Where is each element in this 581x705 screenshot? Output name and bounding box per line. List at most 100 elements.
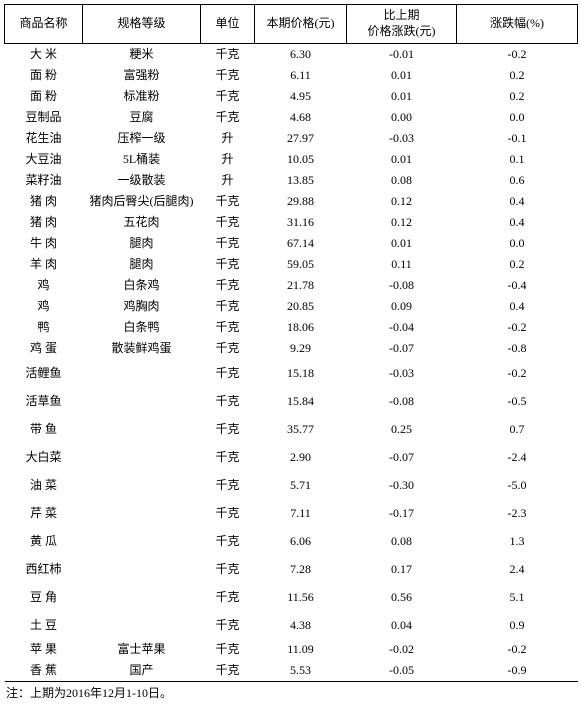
footnote: 注：上期为2016年12月1-10日。: [4, 682, 577, 701]
cell-name: 鸡: [5, 275, 83, 296]
cell-price: 9.29: [255, 338, 347, 359]
cell-spec: 五花肉: [83, 212, 201, 233]
cell-spec: [83, 555, 201, 583]
cell-price: 11.56: [255, 583, 347, 611]
cell-price: 20.85: [255, 296, 347, 317]
cell-unit: 千克: [201, 611, 255, 639]
cell-name: 土 豆: [5, 611, 83, 639]
cell-price: 15.84: [255, 387, 347, 415]
cell-name: 活草鱼: [5, 387, 83, 415]
cell-unit: 千克: [201, 527, 255, 555]
cell-pct: 0.4: [457, 212, 578, 233]
cell-name: 牛 肉: [5, 233, 83, 254]
cell-spec: 白条鸭: [83, 317, 201, 338]
cell-spec: 粳米: [83, 44, 201, 66]
cell-change: 0.04: [347, 611, 457, 639]
cell-pct: 0.4: [457, 296, 578, 317]
cell-pct: 0.2: [457, 65, 578, 86]
table-row: 活鲤鱼千克15.18-0.03-0.2: [5, 359, 578, 387]
cell-spec: 压榨一级: [83, 128, 201, 149]
table-row: 苹 果富士苹果千克11.09-0.02-0.2: [5, 639, 578, 660]
table-row: 花生油压榨一级升27.97-0.03-0.1: [5, 128, 578, 149]
cell-change: -0.04: [347, 317, 457, 338]
cell-pct: -0.2: [457, 317, 578, 338]
cell-name: 大豆油: [5, 149, 83, 170]
col-spec: 规格等级: [83, 5, 201, 44]
cell-pct: -0.9: [457, 660, 578, 682]
table-row: 猪 肉五花肉千克31.160.120.4: [5, 212, 578, 233]
cell-name: 苹 果: [5, 639, 83, 660]
cell-name: 大 米: [5, 44, 83, 66]
col-price: 本期价格(元): [255, 5, 347, 44]
cell-change: -0.03: [347, 128, 457, 149]
cell-unit: 千克: [201, 191, 255, 212]
cell-spec: 标准粉: [83, 86, 201, 107]
cell-name: 带 鱼: [5, 415, 83, 443]
cell-unit: 千克: [201, 107, 255, 128]
cell-name: 花生油: [5, 128, 83, 149]
cell-pct: -0.8: [457, 338, 578, 359]
table-row: 大白菜千克2.90-0.07-2.4: [5, 443, 578, 471]
cell-unit: 千克: [201, 415, 255, 443]
cell-change: 0.25: [347, 415, 457, 443]
cell-pct: -0.4: [457, 275, 578, 296]
cell-pct: -0.2: [457, 359, 578, 387]
table-row: 香 蕉国产千克5.53-0.05-0.9: [5, 660, 578, 682]
cell-spec: [83, 527, 201, 555]
cell-pct: 0.2: [457, 86, 578, 107]
cell-change: -0.30: [347, 471, 457, 499]
table-row: 鸡 蛋散装鲜鸡蛋千克9.29-0.07-0.8: [5, 338, 578, 359]
cell-pct: -0.1: [457, 128, 578, 149]
table-row: 面 粉富强粉千克6.110.010.2: [5, 65, 578, 86]
cell-spec: [83, 583, 201, 611]
table-row: 面 粉标准粉千克4.950.010.2: [5, 86, 578, 107]
cell-name: 黄 瓜: [5, 527, 83, 555]
cell-unit: 千克: [201, 65, 255, 86]
cell-change: -0.07: [347, 338, 457, 359]
table-row: 活草鱼千克15.84-0.08-0.5: [5, 387, 578, 415]
cell-spec: 鸡胸肉: [83, 296, 201, 317]
cell-change: 0.00: [347, 107, 457, 128]
cell-change: 0.01: [347, 149, 457, 170]
cell-pct: -2.4: [457, 443, 578, 471]
cell-change: -0.07: [347, 443, 457, 471]
cell-change: 0.56: [347, 583, 457, 611]
cell-price: 21.78: [255, 275, 347, 296]
cell-name: 羊 肉: [5, 254, 83, 275]
cell-spec: [83, 471, 201, 499]
cell-pct: -2.3: [457, 499, 578, 527]
cell-price: 13.85: [255, 170, 347, 191]
cell-name: 香 蕉: [5, 660, 83, 682]
cell-spec: 白条鸡: [83, 275, 201, 296]
table-row: 鸭白条鸭千克18.06-0.04-0.2: [5, 317, 578, 338]
table-row: 豆制品豆腐千克4.680.000.0: [5, 107, 578, 128]
cell-price: 59.05: [255, 254, 347, 275]
cell-price: 6.11: [255, 65, 347, 86]
cell-name: 大白菜: [5, 443, 83, 471]
cell-unit: 千克: [201, 499, 255, 527]
cell-pct: 2.4: [457, 555, 578, 583]
cell-change: 0.12: [347, 212, 457, 233]
cell-unit: 千克: [201, 359, 255, 387]
table-row: 西红柿千克7.280.172.4: [5, 555, 578, 583]
cell-change: -0.17: [347, 499, 457, 527]
cell-unit: 千克: [201, 86, 255, 107]
cell-name: 猪 肉: [5, 191, 83, 212]
col-unit: 单位: [201, 5, 255, 44]
cell-pct: 0.6: [457, 170, 578, 191]
cell-change: -0.08: [347, 387, 457, 415]
cell-price: 18.06: [255, 317, 347, 338]
cell-price: 11.09: [255, 639, 347, 660]
cell-pct: 0.7: [457, 415, 578, 443]
cell-name: 面 粉: [5, 86, 83, 107]
cell-change: 0.09: [347, 296, 457, 317]
cell-change: 0.08: [347, 170, 457, 191]
table-row: 大豆油5L桶装升10.050.010.1: [5, 149, 578, 170]
cell-name: 面 粉: [5, 65, 83, 86]
cell-change: 0.08: [347, 527, 457, 555]
cell-pct: 0.9: [457, 611, 578, 639]
table-row: 芹 菜千克7.11-0.17-2.3: [5, 499, 578, 527]
cell-pct: 0.4: [457, 191, 578, 212]
cell-unit: 千克: [201, 555, 255, 583]
cell-unit: 千克: [201, 583, 255, 611]
